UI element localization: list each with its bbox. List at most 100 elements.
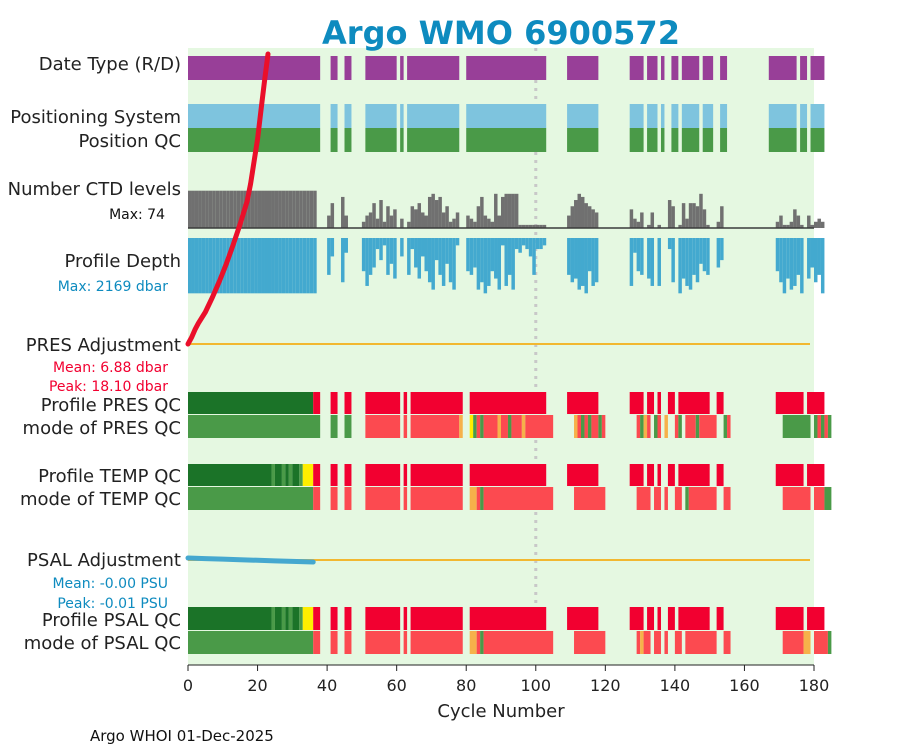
mode-pres-qc-segment: [601, 415, 606, 438]
ctd-levels-bar: [191, 190, 195, 228]
profile-pres-qc-segment: [716, 392, 724, 414]
psal-adjustment-peak: Peak: -0.01 PSU: [57, 596, 168, 612]
ctd-levels-bar: [699, 193, 703, 228]
profile-depth-bar: [574, 238, 578, 279]
ctd-levels-bar: [452, 218, 456, 228]
profile-depth-bar: [716, 238, 721, 268]
profile-depth-bar: [219, 238, 223, 294]
position-qc-segment: [365, 128, 397, 152]
profile-depth-bar: [706, 238, 710, 275]
ctd-levels-bar: [281, 190, 286, 228]
ctd-levels-bar: [330, 203, 335, 228]
mode-pres-qc-segment: [636, 415, 641, 438]
ctd-levels-bar: [306, 190, 310, 228]
ctd-levels-bar: [410, 206, 415, 228]
mode-pres-qc-segment: [574, 415, 578, 438]
mode-temp-qc-segment: [403, 487, 408, 510]
mode-pres-qc-segment: [657, 415, 661, 438]
ctd-levels-bar: [205, 190, 209, 228]
mode-psal-qc-segment: [476, 631, 481, 654]
ctd-levels-bar: [278, 190, 282, 228]
mode-temp-qc-segment: [685, 487, 689, 510]
profile-depth-bar: [247, 238, 251, 294]
profile-temp-qc-segment: [344, 464, 352, 486]
date-type-segment: [365, 56, 397, 80]
date-type-segment: [330, 56, 338, 80]
profile-depth-bar: [817, 238, 821, 275]
mode-temp-qc-segment: [476, 487, 481, 510]
ctd-levels-bars: [188, 190, 825, 228]
pres-adjustment-peak: Peak: 18.10 dbar: [49, 379, 168, 395]
profile-depth-bar: [201, 238, 206, 294]
profile-depth-bar: [814, 238, 818, 283]
ctd-levels-bar: [650, 212, 655, 228]
profile-psal-qc-segment: [678, 607, 710, 630]
mode-psal-qc-segment: [188, 631, 314, 654]
profile-depth-bar: [793, 238, 797, 286]
ctd-levels-bar: [407, 221, 411, 228]
profile-depth-bar: [775, 238, 780, 272]
profile-depth-bar: [194, 238, 199, 294]
profile-depth-bar: [796, 238, 801, 275]
x-tick-label: 100: [521, 676, 552, 695]
ctd-levels-bar: [233, 190, 237, 228]
profile-depth-bar: [580, 238, 585, 286]
profile-psal-qc-segment: [274, 607, 282, 630]
ctd-levels-bar: [274, 190, 279, 228]
profile-depth-bar: [476, 238, 481, 290]
profile-psal-qc-segment: [292, 607, 300, 630]
positioning-system-segment: [400, 104, 404, 128]
mode-pres-qc-segment: [820, 415, 825, 438]
profile-depth-bar: [341, 238, 345, 283]
position-qc-segment: [407, 128, 460, 152]
profile-psal-qc-segment: [302, 607, 314, 630]
date-type-segment: [671, 56, 679, 80]
profile-depth-bar: [448, 238, 453, 283]
mode-pres-qc-segment: [480, 415, 484, 438]
profile-temp-qc-segment: [292, 464, 300, 486]
x-tick-label: 180: [799, 676, 830, 695]
profile-pres-qc-segment: [344, 392, 352, 414]
mode-psal-qc-segment: [410, 631, 463, 654]
profile-depth-bar: [577, 238, 581, 290]
position-qc-segment: [681, 128, 700, 152]
ctd-levels-bar: [789, 221, 794, 228]
profile-depth-bar: [445, 238, 449, 264]
mode-pres-qc-segment: [685, 415, 696, 438]
date-type-segment: [702, 56, 714, 80]
ctd-levels-bar: [295, 190, 300, 228]
positioning-system-segment: [407, 104, 460, 128]
ctd-levels-bar: [219, 190, 223, 228]
profile-depth-bar: [466, 238, 470, 272]
ctd-levels-bar: [494, 193, 498, 228]
profile-depth-bar: [584, 238, 588, 294]
ctd-levels-bar: [814, 221, 818, 228]
ctd-levels-bar: [414, 209, 418, 228]
ctd-levels-bar: [574, 200, 578, 228]
profile-depth-bar: [431, 238, 435, 290]
mode-pres-qc-segment: [647, 415, 651, 438]
profile-temp-qc-segment: [288, 464, 293, 486]
mode-psal-qc-segment: [685, 631, 717, 654]
ctd-levels-bar: [796, 215, 801, 228]
ctd-levels-bar: [448, 221, 453, 228]
mode-pres-qc-segment: [827, 415, 832, 438]
profile-psal-qc-segment: [188, 607, 272, 630]
profile-temp-qc-segment: [469, 464, 547, 486]
ctd-levels-bar: [424, 215, 428, 228]
ctd-levels-bar: [309, 190, 314, 228]
ctd-levels-bar: [671, 206, 675, 228]
ctd-levels-bar: [681, 203, 686, 228]
profile-depth-bar: [532, 238, 536, 275]
ctd-levels-bar: [577, 193, 581, 228]
ctd-levels-bar: [507, 193, 512, 228]
profile-depth-bar: [427, 238, 432, 283]
ctd-levels-bar: [807, 215, 811, 228]
date-type-segment: [400, 56, 404, 80]
profile-depth-bar: [386, 238, 390, 275]
profile-depth-bar: [441, 238, 446, 286]
mode-pres-qc-segment: [817, 415, 821, 438]
date-type-segment: [660, 56, 665, 80]
positioning-system-segment: [344, 104, 352, 128]
